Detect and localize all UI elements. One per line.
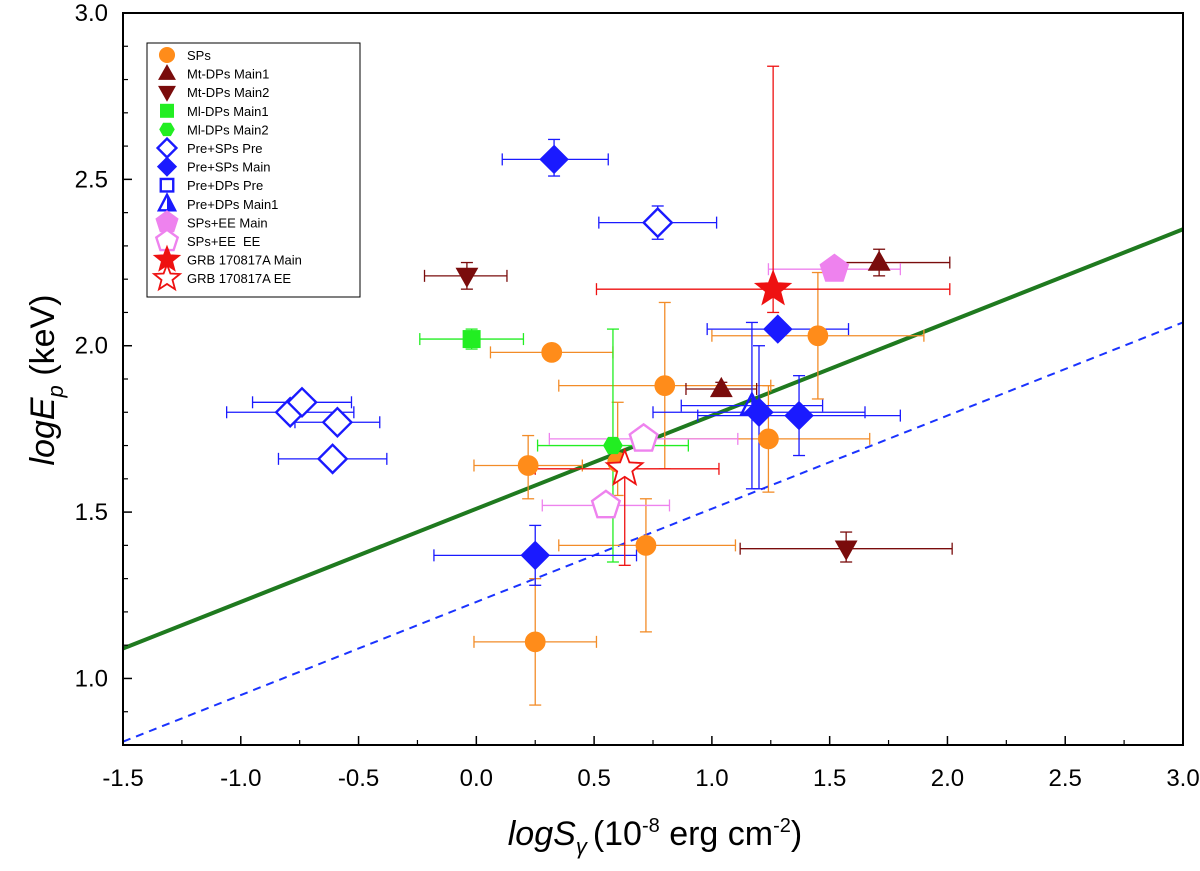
data-point — [628, 422, 659, 452]
data-point — [834, 540, 858, 561]
legend-item: SPs — [158, 46, 211, 64]
axis-ticks: -1.5 -1.0 -0.5 0.0 0.5 1.0 1.5 2.0 2.5 3.0 1.0 1.5 2… — [75, 0, 1200, 792]
x-tick-label: 2.5 — [1049, 765, 1082, 792]
legend-marker — [160, 103, 174, 118]
x-tick-label: 3.0 — [1166, 765, 1199, 792]
legend-label: Ml-DPs Main1 — [187, 104, 269, 119]
legend-label: SPs — [187, 48, 211, 63]
legend-item: SPs+EE EE — [154, 228, 261, 252]
x-tick-label: -1.0 — [220, 765, 261, 792]
data-point — [286, 386, 318, 418]
legend-marker — [158, 46, 176, 64]
legend-item: Ml-DPs Main1 — [160, 103, 269, 119]
legend-item: Pre+SPs Pre — [155, 136, 263, 160]
y-tick-label: 2.5 — [75, 166, 108, 193]
legend-item: Pre+DPs Pre — [159, 177, 263, 193]
legend-label: Ml-DPs Main2 — [187, 122, 269, 137]
legend-marker — [159, 122, 175, 137]
data-point — [642, 206, 674, 239]
data-point — [590, 489, 622, 519]
x-tick-label: 1.5 — [813, 765, 846, 792]
x-tick-label: 1.0 — [695, 765, 728, 792]
data-point — [635, 535, 657, 556]
legend-item: Pre+SPs Main — [156, 156, 270, 177]
legend-marker — [158, 85, 176, 102]
data-point — [867, 250, 891, 271]
data-markers — [274, 144, 891, 653]
legend-item: GRB 170817A EE — [151, 262, 291, 292]
legend-marker — [156, 156, 178, 177]
legend-label: Mt-DPs Main2 — [187, 85, 269, 100]
data-point — [541, 342, 563, 363]
y-tick-label: 3.0 — [75, 0, 108, 27]
x-axis-label: logSγ (10-8 erg cm-2) — [508, 815, 802, 859]
error-bar — [423, 261, 508, 290]
legend-label: Pre+DPs Pre — [187, 178, 263, 193]
data-point — [807, 325, 829, 347]
legend-label: Pre+SPs Pre — [187, 141, 263, 156]
legend-label: Mt-DPs Main1 — [187, 67, 269, 82]
limit-line — [122, 321, 1184, 743]
data-point — [763, 314, 793, 344]
legend-item: Pre+DPs Main1 — [156, 192, 278, 212]
y-axis-label: logEp (keV) — [24, 295, 68, 466]
y-tick-label: 1.0 — [75, 665, 108, 692]
error-bar — [558, 498, 737, 633]
reference-lines — [122, 227, 1184, 743]
x-tick-label: -1.5 — [102, 765, 143, 792]
legend-label: Pre+DPs Main1 — [187, 197, 278, 212]
y-tick-label: 1.5 — [75, 499, 108, 526]
data-point — [709, 376, 733, 398]
data-point — [520, 540, 551, 571]
data-point — [604, 447, 645, 487]
legend-item: Mt-DPs Main2 — [158, 85, 269, 102]
data-point — [758, 428, 779, 450]
legend-label: GRB 170817A Main — [187, 253, 302, 268]
legend-marker — [159, 177, 175, 193]
x-tick-label: -0.5 — [338, 765, 379, 792]
legend-item: Ml-DPs Main2 — [159, 122, 269, 137]
data-point — [517, 455, 539, 476]
data-point — [739, 391, 765, 416]
data-point — [455, 267, 479, 288]
legend-item: Mt-DPs Main1 — [158, 64, 269, 82]
data-point — [753, 269, 793, 306]
legend-marker — [158, 64, 176, 80]
data-point — [539, 144, 569, 175]
legend-label: SPs+EE Main — [187, 215, 268, 230]
error-bar — [836, 248, 951, 277]
data-point — [603, 436, 623, 455]
legend-marker — [151, 262, 183, 292]
data-point — [462, 330, 481, 349]
data-point — [524, 631, 546, 653]
data-point — [654, 375, 676, 397]
data-point — [316, 443, 349, 475]
legend-label: GRB 170817A EE — [187, 271, 291, 286]
data-point — [321, 406, 354, 438]
x-tick-label: 0.0 — [460, 765, 493, 792]
legend-label: SPs+EE EE — [187, 234, 261, 249]
data-point — [784, 400, 814, 431]
legend-label: Pre+SPs Main — [187, 160, 270, 175]
legend-box — [146, 42, 361, 298]
y-tick-label: 2.0 — [75, 333, 108, 360]
x-tick-label: 2.0 — [931, 765, 964, 792]
legend: SPs Mt-DPs Main1 Mt-DPs Main2 Ml-DPs Main1 M… — [146, 42, 361, 298]
x-tick-label: 0.5 — [577, 765, 610, 792]
data-point — [819, 253, 850, 282]
